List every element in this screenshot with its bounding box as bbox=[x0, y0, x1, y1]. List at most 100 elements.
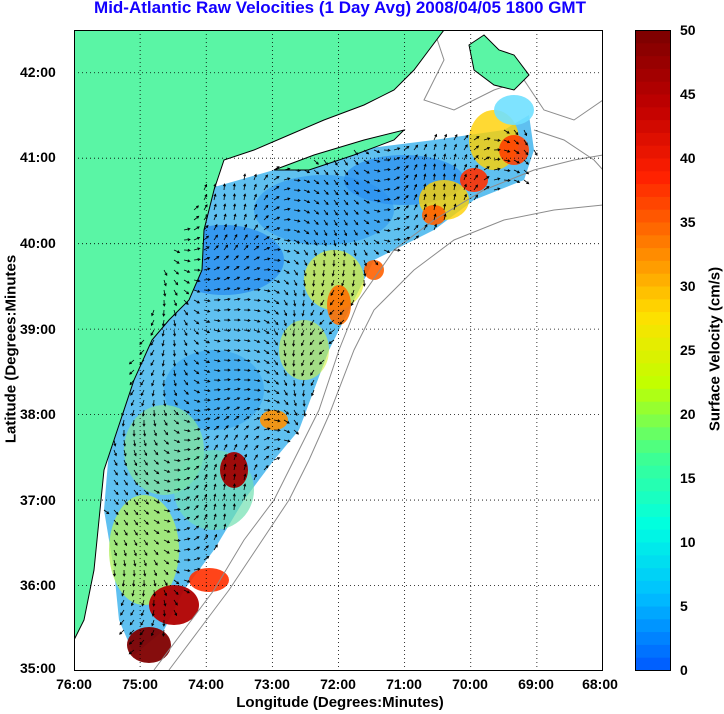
velocity-arrow bbox=[163, 489, 171, 493]
velocity-arrow bbox=[172, 329, 177, 337]
colorbar-band bbox=[635, 567, 671, 581]
velocity-arrow bbox=[243, 425, 250, 431]
velocity-arrow bbox=[403, 236, 411, 241]
velocity-arrow bbox=[352, 259, 357, 267]
velocity-arrow bbox=[151, 619, 155, 627]
velocity-arrow bbox=[122, 429, 126, 437]
velocity-arrow bbox=[143, 529, 149, 536]
velocity-arrow bbox=[323, 189, 329, 196]
velocity-arrow bbox=[383, 208, 391, 212]
velocity-arrow bbox=[413, 235, 420, 241]
velocity-arrow bbox=[121, 419, 125, 427]
velocity-arrow bbox=[153, 549, 159, 556]
velocity-arrow bbox=[273, 289, 280, 294]
velocity-arrow bbox=[293, 178, 301, 182]
velocity-arrow bbox=[293, 419, 299, 426]
velocity-arrow bbox=[183, 579, 191, 583]
velocity-arrow bbox=[162, 299, 166, 307]
velocity-arrow bbox=[393, 147, 401, 151]
velocity-arrow bbox=[292, 349, 296, 357]
velocity-arrow bbox=[113, 559, 117, 567]
velocity-arrow bbox=[119, 629, 125, 635]
velocity-arrow bbox=[193, 226, 200, 231]
velocity-arrow bbox=[493, 167, 501, 171]
velocity-arrow bbox=[203, 319, 211, 323]
velocity-arrow bbox=[130, 389, 135, 396]
velocity-arrow bbox=[513, 159, 520, 164]
velocity-arrow bbox=[363, 209, 370, 214]
velocity-arrow bbox=[403, 165, 409, 171]
velocity-arrow bbox=[141, 599, 145, 607]
velocity-arrow bbox=[253, 329, 261, 333]
velocity-arrow bbox=[233, 348, 241, 352]
velocity-arrow bbox=[293, 229, 301, 233]
velocity-arrow bbox=[253, 277, 261, 281]
velocity-arrow bbox=[163, 579, 168, 586]
velocity-arrow bbox=[393, 227, 401, 231]
y-tick-label: 40:00 bbox=[20, 235, 56, 251]
velocity-arrow bbox=[213, 473, 217, 481]
velocity-arrow bbox=[383, 228, 391, 233]
velocity-arrow bbox=[183, 259, 191, 263]
velocity-arrow bbox=[301, 339, 305, 347]
colorbar-band bbox=[635, 478, 671, 492]
velocity-arrow bbox=[183, 289, 190, 295]
velocity-arrow bbox=[321, 279, 325, 287]
velocity-arrow bbox=[503, 129, 510, 134]
velocity-arrow bbox=[273, 369, 279, 376]
velocity-arrow bbox=[403, 145, 410, 151]
velocity-arrow bbox=[161, 359, 165, 367]
velocity-arrow bbox=[233, 244, 238, 251]
colorbar-band bbox=[635, 618, 671, 633]
velocity-arrow bbox=[232, 483, 236, 491]
velocity-arrow bbox=[174, 528, 181, 532]
velocity-arrow bbox=[333, 219, 338, 227]
velocity-arrow bbox=[383, 177, 391, 181]
velocity-arrow bbox=[173, 429, 180, 434]
velocity-arrow bbox=[292, 370, 296, 377]
velocity-arrow bbox=[193, 215, 200, 221]
velocity-arrow bbox=[493, 148, 501, 152]
velocity-arrow bbox=[283, 279, 290, 285]
velocity-arrow bbox=[193, 525, 200, 531]
velocity-arrow bbox=[173, 549, 181, 553]
velocity-arrow bbox=[513, 179, 521, 183]
colorbar-band bbox=[635, 234, 671, 249]
velocity-arrow bbox=[310, 309, 315, 317]
velocity-arrow bbox=[223, 416, 230, 421]
velocity-arrow bbox=[393, 206, 401, 211]
velocity-arrow bbox=[343, 219, 348, 226]
velocity-arrow bbox=[309, 349, 315, 356]
velocity-arrow bbox=[243, 444, 248, 451]
velocity-arrow bbox=[133, 519, 139, 526]
velocity-arrow bbox=[133, 479, 138, 486]
velocity-arrow bbox=[151, 629, 155, 637]
velocity-arrow bbox=[243, 368, 251, 372]
velocity-arrow bbox=[253, 435, 260, 441]
velocity-arrow bbox=[273, 227, 281, 231]
velocity-arrow bbox=[353, 249, 357, 257]
velocity-arrow bbox=[193, 494, 199, 501]
velocity-arrow bbox=[383, 158, 391, 162]
velocity-arrow bbox=[161, 369, 166, 377]
velocity-arrow bbox=[151, 389, 155, 397]
velocity-arrow bbox=[263, 339, 270, 345]
velocity-arrow bbox=[263, 399, 271, 403]
velocity-arrow bbox=[193, 465, 200, 471]
velocity-arrow bbox=[413, 224, 419, 231]
velocity-arrow bbox=[243, 397, 251, 401]
velocity-arrow bbox=[222, 493, 226, 501]
velocity-arrow bbox=[313, 209, 320, 215]
velocity-arrow bbox=[193, 369, 200, 375]
colorbar-band bbox=[635, 170, 671, 185]
velocity-arrow bbox=[153, 519, 160, 524]
velocity-arrow bbox=[243, 266, 250, 271]
velocity-arrow bbox=[133, 449, 137, 457]
colorbar-band bbox=[635, 324, 671, 338]
velocity-arrow bbox=[453, 143, 457, 151]
velocity-arrow bbox=[473, 164, 479, 171]
velocity-arrow bbox=[283, 319, 287, 327]
velocity-arrow bbox=[113, 459, 118, 467]
velocity-arrow bbox=[442, 183, 446, 191]
velocity-arrow bbox=[339, 309, 345, 316]
